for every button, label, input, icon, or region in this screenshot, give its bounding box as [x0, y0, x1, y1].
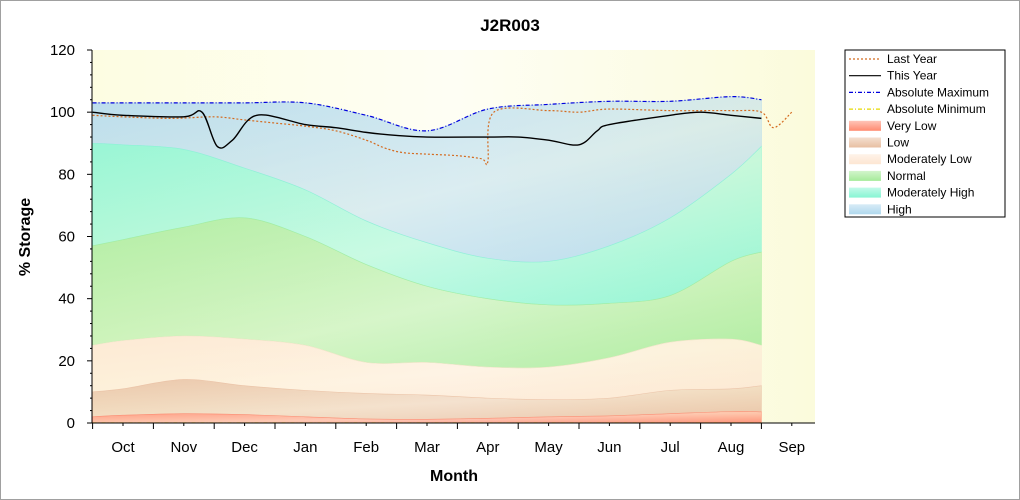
legend-item-moderately-high: Moderately High	[849, 186, 974, 200]
x-tick-label-sep: Sep	[778, 439, 805, 456]
x-tick-label-jan: Jan	[293, 439, 317, 456]
x-tick-label-jul: Jul	[661, 439, 680, 456]
legend-item-absolute-maximum: Absolute Maximum	[849, 85, 989, 99]
chart-title: J2R003	[480, 16, 540, 35]
y-tick-label-120: 120	[50, 42, 75, 59]
y-tick-label-20: 20	[58, 353, 75, 370]
x-tick-label-apr: Apr	[476, 439, 499, 456]
y-axis-label: % Storage	[17, 198, 34, 276]
legend-swatch-moderately-low	[849, 154, 881, 165]
legend-label-high: High	[887, 202, 912, 216]
legend-label-last-year: Last Year	[887, 52, 937, 66]
x-tick-label-dec: Dec	[231, 439, 258, 456]
legend-item-high: High	[849, 202, 912, 216]
legend-swatch-very-low	[849, 120, 881, 131]
x-tick-label-aug: Aug	[718, 439, 745, 456]
band-very-low	[92, 411, 762, 423]
series-absolute-maximum	[92, 96, 762, 132]
legend-item-last-year: Last Year	[849, 52, 937, 66]
legend-label-absolute-maximum: Absolute Maximum	[887, 85, 989, 99]
legend-swatch-normal	[849, 170, 881, 181]
legend-swatch-high	[849, 204, 881, 215]
legend-label-moderately-high: Moderately High	[887, 186, 974, 200]
legend-item-normal: Normal	[849, 169, 926, 183]
legend-swatch-low	[849, 137, 881, 148]
legend-item-absolute-minimum: Absolute Minimum	[849, 102, 986, 116]
legend-item-moderately-low: Moderately Low	[849, 152, 972, 166]
x-tick-label-feb: Feb	[353, 439, 379, 456]
y-tick-label-100: 100	[50, 104, 75, 121]
legend-item-low: Low	[849, 136, 909, 150]
x-tick-label-mar: Mar	[414, 439, 440, 456]
y-tick-label-80: 80	[58, 166, 75, 183]
legend-label-very-low: Very Low	[887, 119, 937, 133]
series-last-year	[92, 107, 793, 166]
legend-item-this-year: This Year	[849, 69, 937, 83]
x-tick-label-nov: Nov	[170, 439, 197, 456]
x-tick-label-jun: Jun	[597, 439, 621, 456]
x-tick-label-may: May	[534, 439, 563, 456]
x-axis-label: Month	[430, 468, 478, 485]
legend-label-this-year: This Year	[887, 69, 937, 83]
legend-label-moderately-low: Moderately Low	[887, 152, 972, 166]
x-tick-label-oct: Oct	[111, 439, 135, 456]
legend-item-very-low: Very Low	[849, 119, 937, 133]
legend-label-absolute-minimum: Absolute Minimum	[887, 102, 986, 116]
series-this-year	[92, 110, 762, 149]
legend-label-low: Low	[887, 136, 909, 150]
y-tick-label-0: 0	[67, 415, 75, 432]
y-tick-label-60: 60	[58, 229, 75, 246]
y-tick-label-40: 40	[58, 291, 75, 308]
legend-label-normal: Normal	[887, 169, 926, 183]
legend-swatch-moderately-high	[849, 187, 881, 198]
